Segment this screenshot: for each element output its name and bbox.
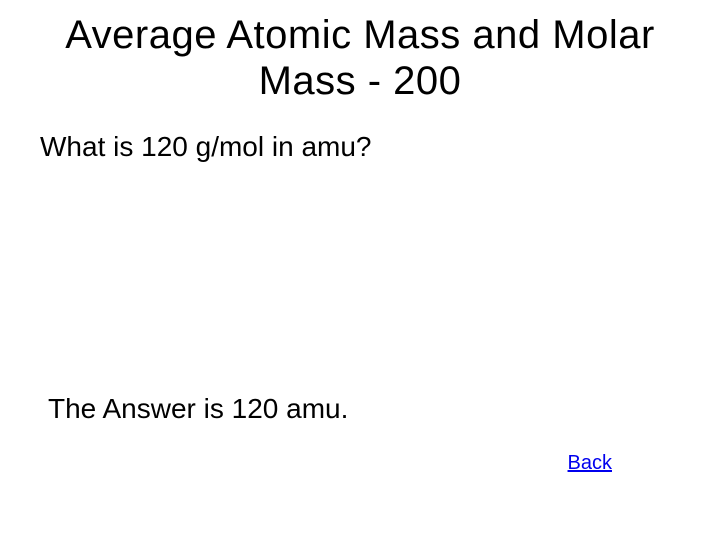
question-text: What is 120 g/mol in amu? — [0, 112, 720, 164]
back-link[interactable]: Back — [568, 452, 612, 475]
answer-text: The Answer is 120 amu. — [48, 392, 348, 426]
slide-title: Average Atomic Mass and Molar Mass - 200 — [0, 0, 720, 112]
